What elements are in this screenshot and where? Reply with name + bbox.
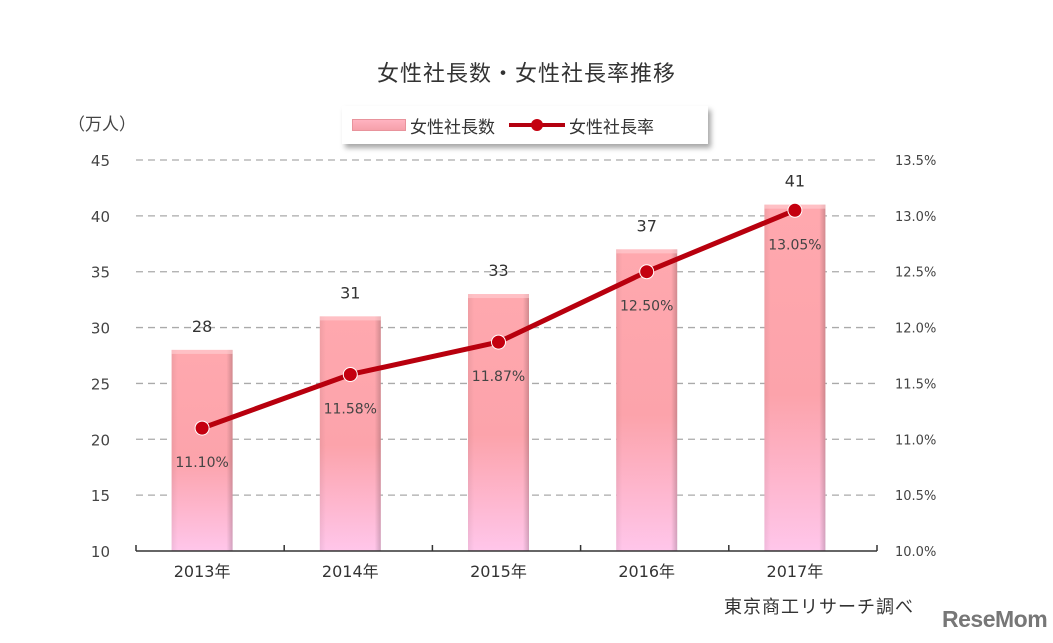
rate-marker — [342, 366, 358, 382]
y2-tick-label: 13.0% — [895, 210, 936, 225]
y2-tick-label: 13.5% — [895, 154, 936, 169]
rate-value-label: 13.05% — [768, 237, 821, 253]
gridlines — [136, 159, 877, 496]
legend-item-line: 女性社長率 — [495, 113, 654, 138]
y-tick-label: 30 — [91, 320, 110, 338]
legend: 女性社長数 女性社長率 — [342, 106, 708, 144]
x-axis-labels: 2013年 2014年 2015年 2016年 2017年 — [174, 562, 824, 581]
x-tick-label: 2014年 — [322, 562, 379, 581]
y-axis-left: 45 40 35 30 25 20 15 10 — [91, 152, 110, 561]
bar-series — [171, 204, 826, 551]
y2-tick-label: 10.5% — [895, 489, 936, 504]
chart-title: 女性社長数・女性社長率推移 — [376, 62, 676, 87]
x-tick-label: 2017年 — [767, 562, 824, 581]
rate-value-label: 12.50% — [620, 299, 673, 315]
x-tick-label: 2013年 — [174, 562, 231, 581]
x-tick-label: 2015年 — [470, 562, 527, 581]
y-tick-label: 20 — [91, 431, 110, 449]
y2-tick-label: 12.5% — [895, 266, 936, 281]
rate-value-label: 11.87% — [472, 369, 525, 385]
bar-value-label: 41 — [785, 172, 805, 191]
rate-marker — [639, 264, 655, 280]
bar-value-label: 33 — [488, 261, 508, 280]
bar-value-label: 28 — [192, 317, 212, 336]
y2-tick-label: 12.0% — [895, 322, 936, 337]
legend-line-label: 女性社長率 — [569, 117, 654, 138]
rate-marker — [194, 420, 210, 436]
bar-swatch-icon — [352, 119, 406, 131]
resemom-logo: ReseMom — [942, 606, 1048, 633]
y-axis-unit: （万人） — [68, 115, 136, 135]
x-tick-label: 2016年 — [618, 562, 675, 581]
y-axis-right: 13.5% 13.0% 12.5% 12.0% 11.5% 11.0% 10.5% 10.0% — [895, 154, 936, 560]
bar-value-label: 31 — [340, 283, 360, 302]
rate-value-label: 11.58% — [324, 401, 377, 417]
y-tick-label: 10 — [91, 543, 110, 561]
logo-text: ReseMom — [942, 606, 1048, 632]
line-series — [194, 202, 803, 436]
legend-bar-label: 女性社長数 — [410, 117, 495, 138]
y-tick-label: 45 — [91, 152, 110, 170]
data-labels: 28 31 33 37 41 11.10% 11.58% 11.87% 12.50% 13.05% — [175, 172, 821, 471]
y-tick-label: 35 — [91, 264, 110, 282]
bar-value-label: 37 — [637, 216, 657, 235]
rate-marker — [787, 202, 803, 218]
y-tick-label: 15 — [91, 487, 110, 505]
line-marker-icon — [509, 119, 565, 131]
source-note: 東京商工リサーチ調べ — [724, 597, 914, 618]
legend-item-bar: 女性社長数 — [342, 113, 495, 138]
y-tick-label: 25 — [91, 375, 110, 393]
y-tick-label: 40 — [91, 208, 110, 226]
rate-marker — [491, 334, 506, 350]
y2-tick-label: 11.0% — [895, 433, 936, 448]
rate-value-label: 11.10% — [175, 455, 228, 471]
y2-tick-label: 11.5% — [895, 377, 936, 392]
x-axis — [135, 545, 878, 552]
y2-tick-label: 10.0% — [895, 545, 936, 560]
